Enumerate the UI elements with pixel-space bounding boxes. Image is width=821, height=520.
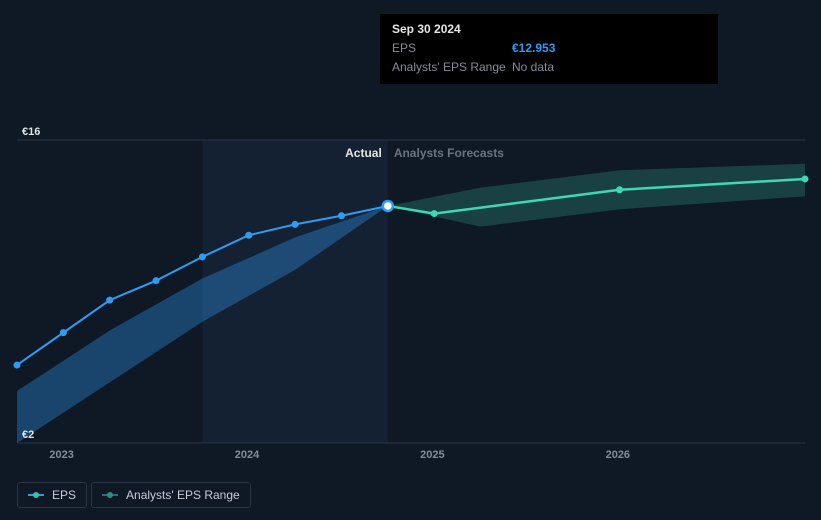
legend-label: Analysts' EPS Range bbox=[126, 488, 240, 502]
tooltip-row-label: Analysts' EPS Range bbox=[392, 59, 512, 76]
legend-item-range[interactable]: Analysts' EPS Range bbox=[91, 482, 251, 508]
section-label-actual: Actual bbox=[345, 146, 382, 160]
legend-label: EPS bbox=[52, 488, 76, 502]
chart-tooltip: Sep 30 2024 EPS€12.953Analysts' EPS Rang… bbox=[380, 14, 718, 84]
legend-swatch-range bbox=[102, 491, 118, 499]
x-axis-label: 2025 bbox=[420, 449, 444, 461]
x-axis-label: 2026 bbox=[606, 449, 630, 461]
tooltip-row-value: No data bbox=[512, 59, 554, 76]
chart-legend: EPS Analysts' EPS Range bbox=[17, 482, 251, 508]
x-axis-label: 2024 bbox=[235, 449, 259, 461]
tooltip-date: Sep 30 2024 bbox=[392, 22, 706, 36]
tooltip-row-value: €12.953 bbox=[512, 40, 555, 57]
tooltip-row: EPS€12.953 bbox=[392, 40, 706, 57]
legend-swatch-eps bbox=[28, 491, 44, 499]
tooltip-row-label: EPS bbox=[392, 40, 512, 57]
y-axis-label: €16 bbox=[22, 126, 40, 138]
section-label-forecast: Analysts Forecasts bbox=[394, 146, 504, 160]
legend-item-eps[interactable]: EPS bbox=[17, 482, 87, 508]
x-axis-label: 2023 bbox=[49, 449, 73, 461]
tooltip-row: Analysts' EPS RangeNo data bbox=[392, 59, 706, 76]
y-axis-label: €2 bbox=[22, 429, 34, 441]
eps-chart: Actual Analysts Forecasts Sep 30 2024 EP… bbox=[0, 0, 821, 520]
